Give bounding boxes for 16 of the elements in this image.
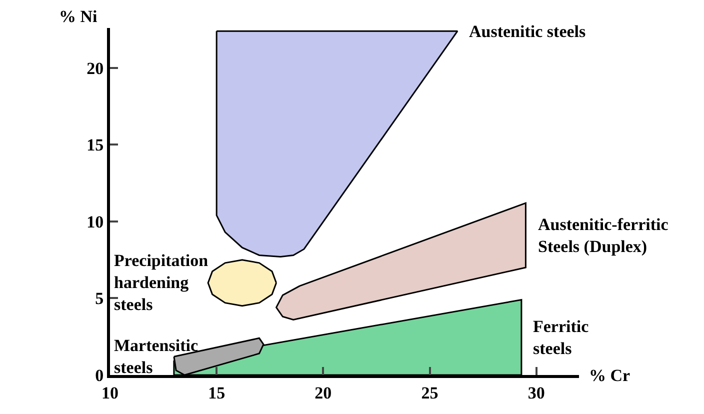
y-tick-label: 0 <box>95 366 104 385</box>
y-tick-label: 10 <box>86 212 104 232</box>
x-tick-label: 30 <box>528 383 545 402</box>
x-tick-label: 15 <box>208 383 226 402</box>
x-tick-label: 20 <box>314 383 332 402</box>
x-axis-title: % Cr <box>589 366 631 385</box>
y-axis-title: % Ni <box>59 7 98 26</box>
y-tick-label: 5 <box>95 289 104 308</box>
series-label: Austenitic steels <box>469 22 586 41</box>
y-tick-label: 20 <box>86 58 104 78</box>
series-label: Ferritic steels <box>533 317 590 358</box>
x-tick-label: 25 <box>421 383 438 402</box>
y-tick-label: 15 <box>86 136 104 155</box>
series-label: Precipitation hardening steels <box>114 251 209 314</box>
series-label: Austenitic-ferritic Steels (Duplex) <box>538 215 669 256</box>
series-label: Martensitic steels <box>114 336 198 378</box>
